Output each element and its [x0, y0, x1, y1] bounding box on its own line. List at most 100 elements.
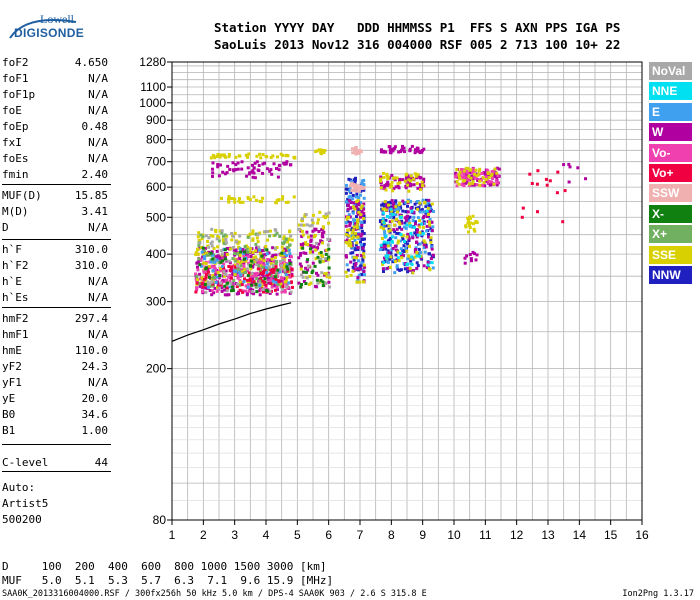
echo-point: [223, 172, 227, 176]
echo-point: [290, 274, 294, 278]
echo-point: [480, 184, 484, 187]
echo-point: [355, 192, 359, 196]
echo-point: [244, 153, 248, 157]
echo-point: [497, 167, 501, 171]
echo-point: [227, 265, 231, 268]
echo-point: [274, 253, 278, 257]
echo-point: [299, 267, 303, 271]
echo-point: [357, 203, 361, 207]
echo-point: [482, 181, 486, 184]
panel-divider: [2, 184, 111, 185]
param-name: foEs: [2, 152, 29, 165]
echo-point: [314, 241, 318, 245]
echo-point: [206, 239, 209, 243]
echo-point: [267, 272, 271, 276]
param-row-d: D N/A: [2, 221, 108, 237]
echo-point: [283, 280, 287, 284]
echo-point: [401, 178, 405, 182]
legend-ssw: SSW: [649, 184, 692, 203]
echo-point: [431, 255, 435, 259]
echo-point: [379, 186, 383, 190]
echo-point: [548, 179, 552, 183]
legend-vo: Vo-: [649, 143, 692, 162]
echo-point: [230, 265, 234, 269]
echo-point: [430, 245, 433, 249]
echo-point: [399, 247, 403, 251]
x-tick-label: 9: [419, 528, 426, 542]
echo-point: [224, 238, 228, 242]
echo-point: [228, 197, 232, 201]
echo-point: [328, 275, 332, 279]
echo-point: [382, 150, 386, 154]
echo-point: [463, 182, 467, 185]
echo-point: [478, 183, 482, 187]
echo-point: [315, 285, 319, 289]
echo-point: [420, 208, 424, 212]
echo-point: [489, 174, 493, 178]
echo-point: [259, 286, 262, 290]
echo-point: [568, 165, 572, 169]
echo-point: [348, 189, 352, 193]
echo-point: [285, 276, 289, 279]
echo-point: [230, 231, 234, 235]
echo-point: [201, 246, 205, 250]
echo-point: [399, 268, 403, 272]
echo-point: [247, 271, 251, 275]
echo-point: [427, 203, 431, 207]
echo-point: [426, 260, 430, 264]
echo-point: [255, 290, 259, 294]
echo-point: [327, 237, 331, 241]
echo-point: [233, 259, 237, 263]
echo-point: [230, 285, 234, 289]
echo-point: [398, 177, 402, 181]
echo-point: [396, 182, 400, 185]
echo-point: [385, 204, 389, 208]
echo-point: [216, 165, 220, 169]
echo-point: [324, 281, 328, 285]
echo-point: [207, 265, 211, 268]
echo-point: [408, 222, 412, 226]
echo-point: [346, 268, 350, 272]
echo-point: [492, 182, 496, 186]
echo-point: [269, 156, 273, 159]
echo-point: [258, 279, 262, 282]
echo-point: [316, 255, 320, 259]
echo-point: [475, 172, 479, 176]
echo-point: [227, 197, 230, 201]
echo-point: [199, 233, 203, 237]
echo-point: [392, 228, 396, 232]
echo-point: [384, 188, 388, 192]
echo-point: [396, 256, 400, 260]
echo-point: [390, 239, 394, 243]
echo-point: [218, 257, 222, 261]
echo-point: [268, 169, 272, 173]
echo-point: [357, 267, 360, 271]
echo-point: [247, 289, 251, 293]
echo-point: [281, 285, 285, 288]
echo-point: [283, 247, 286, 251]
echo-point: [354, 195, 358, 199]
echo-point: [412, 215, 416, 219]
echo-point: [402, 250, 406, 253]
echo-point: [362, 263, 366, 267]
echo-point: [255, 154, 259, 158]
echo-point: [196, 278, 199, 282]
echo-point: [488, 183, 492, 187]
echo-point: [397, 239, 400, 243]
echo-point: [315, 278, 319, 282]
echo-point: [321, 259, 325, 263]
echo-point: [430, 261, 434, 265]
logo-swoosh-icon: [9, 19, 77, 39]
echo-point: [530, 182, 534, 185]
echo-point: [251, 238, 255, 242]
echo-point: [346, 187, 350, 191]
echo-point: [230, 238, 234, 242]
echo-point: [200, 282, 204, 286]
echo-point: [199, 258, 203, 262]
echo-point: [266, 289, 270, 293]
echo-point: [476, 178, 480, 181]
echo-point: [359, 240, 362, 244]
legend-nnw: NNW: [649, 266, 692, 284]
echo-point: [265, 248, 269, 252]
echo-point: [431, 225, 435, 229]
